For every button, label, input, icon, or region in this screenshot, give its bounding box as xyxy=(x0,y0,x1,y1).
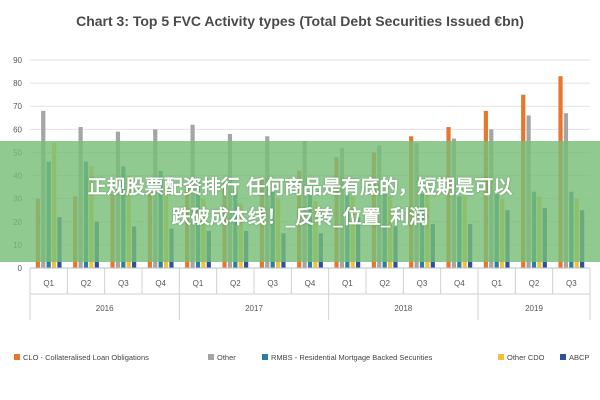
year-label: 2018 xyxy=(394,304,412,313)
y-tick-label: 90 xyxy=(13,56,22,65)
year-label: 2019 xyxy=(525,304,543,313)
legend-swatch xyxy=(208,354,214,360)
chart-title: Chart 3: Top 5 FVC Activity types (Total… xyxy=(76,13,524,29)
legend-swatch xyxy=(14,354,20,360)
x-axis: Q1 Q2 Q3 Q4 Q1 Q2 Q3 Q4 Q1 Q2 Q3 Q4 Q1 Q2 Q3 2016 2017 20… xyxy=(29,267,591,320)
x-tick-label: Q2 xyxy=(379,279,390,288)
legend-swatch xyxy=(498,354,504,360)
x-tick-label: Q3 xyxy=(118,279,129,288)
overlay-line-2: 跌破成本线！_反转_位置_利润 xyxy=(171,205,429,228)
legend-label: RMBS - Residential Mortgage Backed Secur… xyxy=(271,353,433,362)
x-tick-label: Q1 xyxy=(342,279,353,288)
legend-label: ABCP xyxy=(569,353,589,362)
x-tick-label: Q3 xyxy=(566,279,577,288)
legend-label: CLO - Collateralised Loan Obligations xyxy=(23,353,149,362)
x-tick-label: Q1 xyxy=(43,279,54,288)
x-tick-label: Q3 xyxy=(267,279,278,288)
legend-swatch xyxy=(560,354,566,360)
x-tick-label: Q1 xyxy=(193,279,204,288)
text-overlay-banner: 正规股票配资排行 任何商品是有底的，短期是可以 跌破成本线！_反转_位置_利润 xyxy=(0,141,600,262)
legend-swatch xyxy=(262,354,268,360)
y-tick-label: 60 xyxy=(13,125,22,134)
x-tick-label: Q1 xyxy=(491,279,502,288)
y-tick-label: 70 xyxy=(13,102,22,111)
x-tick-label: Q4 xyxy=(155,279,166,288)
year-label: 2016 xyxy=(96,304,114,313)
legend-label: Other CDO xyxy=(507,353,545,362)
y-tick-label: 0 xyxy=(18,264,23,273)
y-tick-label: 80 xyxy=(13,79,22,88)
legend: CLO - Collateralised Loan Obligations Oth… xyxy=(14,353,589,362)
x-tick-label: Q3 xyxy=(417,279,428,288)
x-tick-label: Q4 xyxy=(305,279,316,288)
legend-label: Other xyxy=(217,353,236,362)
year-label: 2017 xyxy=(245,304,263,313)
x-tick-label: Q4 xyxy=(454,279,465,288)
overlay-line-1: 正规股票配资排行 任何商品是有底的，短期是可以 xyxy=(87,175,513,198)
x-tick-label: Q2 xyxy=(81,279,92,288)
x-tick-label: Q2 xyxy=(230,279,241,288)
x-tick-label: Q2 xyxy=(529,279,540,288)
